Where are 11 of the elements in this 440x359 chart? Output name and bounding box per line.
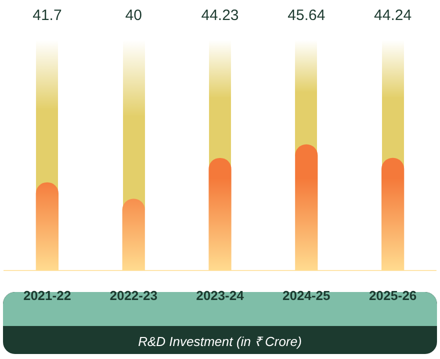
x-tick-label: 2024-25	[282, 288, 330, 303]
x-axis-title: R&D Investment (in ₹ Crore)	[137, 333, 303, 350]
data-label: 44.24	[374, 7, 412, 24]
data-label: 45.64	[288, 7, 326, 24]
data-label: 41.7	[32, 7, 62, 24]
data-label: 44.23	[201, 7, 239, 24]
data-label: 40	[125, 7, 142, 24]
x-tick-label: 2023-24	[196, 288, 245, 303]
x-tick-label: 2021-22	[23, 288, 72, 303]
x-tick-label: 2025-26	[368, 288, 417, 303]
x-tick-label: 2022-23	[110, 288, 158, 303]
